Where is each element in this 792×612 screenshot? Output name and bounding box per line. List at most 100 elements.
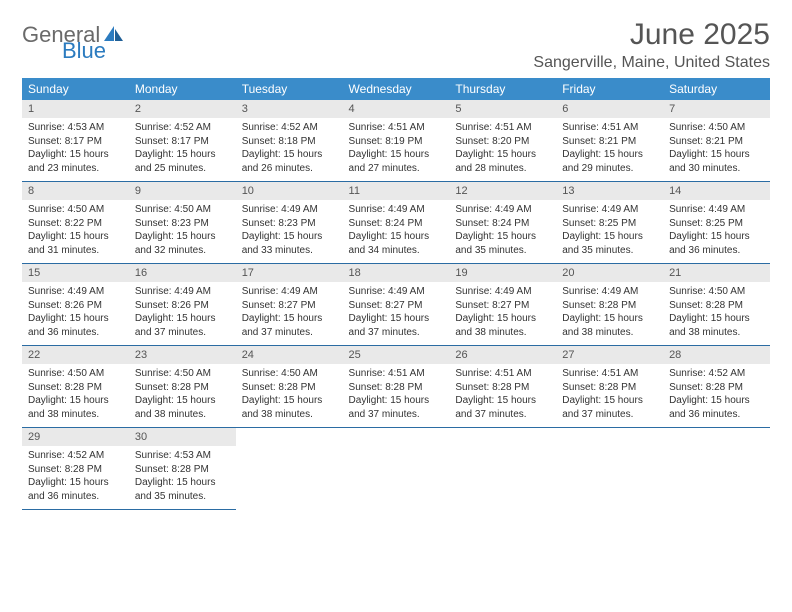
daylight-line: Daylight: 15 hours and 37 minutes. <box>349 312 444 339</box>
calendar-day-cell: 25Sunrise: 4:51 AMSunset: 8:28 PMDayligh… <box>343 346 450 428</box>
daylight-line: Daylight: 15 hours and 36 minutes. <box>669 230 764 257</box>
daylight-line: Daylight: 15 hours and 31 minutes. <box>28 230 123 257</box>
dayheader-tuesday: Tuesday <box>236 78 343 100</box>
daylight-line: Daylight: 15 hours and 37 minutes. <box>349 394 444 421</box>
sunset-line: Sunset: 8:28 PM <box>242 381 337 395</box>
daylight-line: Daylight: 15 hours and 38 minutes. <box>135 394 230 421</box>
calendar-week-row: 1Sunrise: 4:53 AMSunset: 8:17 PMDaylight… <box>22 100 770 182</box>
day-number: 21 <box>663 264 770 282</box>
sunrise-line: Sunrise: 4:49 AM <box>455 285 550 299</box>
page-header: General Blue June 2025 Sangerville, Main… <box>22 18 770 72</box>
sunset-line: Sunset: 8:27 PM <box>349 299 444 313</box>
sunrise-line: Sunrise: 4:51 AM <box>349 367 444 381</box>
day-body: Sunrise: 4:51 AMSunset: 8:28 PMDaylight:… <box>556 364 663 427</box>
day-body: Sunrise: 4:52 AMSunset: 8:18 PMDaylight:… <box>236 118 343 181</box>
sunset-line: Sunset: 8:18 PM <box>242 135 337 149</box>
day-number: 4 <box>343 100 450 118</box>
sunrise-line: Sunrise: 4:52 AM <box>242 121 337 135</box>
daylight-line: Daylight: 15 hours and 30 minutes. <box>669 148 764 175</box>
day-body: Sunrise: 4:51 AMSunset: 8:21 PMDaylight:… <box>556 118 663 181</box>
day-body: Sunrise: 4:51 AMSunset: 8:19 PMDaylight:… <box>343 118 450 181</box>
day-number: 13 <box>556 182 663 200</box>
sunset-line: Sunset: 8:23 PM <box>135 217 230 231</box>
day-body: Sunrise: 4:53 AMSunset: 8:17 PMDaylight:… <box>22 118 129 181</box>
day-number: 24 <box>236 346 343 364</box>
calendar-day-cell: 8Sunrise: 4:50 AMSunset: 8:22 PMDaylight… <box>22 182 129 264</box>
daylight-line: Daylight: 15 hours and 38 minutes. <box>562 312 657 339</box>
dayheader-friday: Friday <box>556 78 663 100</box>
day-number: 27 <box>556 346 663 364</box>
sunset-line: Sunset: 8:28 PM <box>28 381 123 395</box>
sunset-line: Sunset: 8:24 PM <box>455 217 550 231</box>
calendar-week-row: 22Sunrise: 4:50 AMSunset: 8:28 PMDayligh… <box>22 346 770 428</box>
calendar-day-cell: 7Sunrise: 4:50 AMSunset: 8:21 PMDaylight… <box>663 100 770 182</box>
sunrise-line: Sunrise: 4:50 AM <box>135 203 230 217</box>
calendar-day-cell: 27Sunrise: 4:51 AMSunset: 8:28 PMDayligh… <box>556 346 663 428</box>
daylight-line: Daylight: 15 hours and 25 minutes. <box>135 148 230 175</box>
day-number: 18 <box>343 264 450 282</box>
logo: General Blue <box>22 24 125 62</box>
sunrise-line: Sunrise: 4:50 AM <box>669 285 764 299</box>
day-number: 16 <box>129 264 236 282</box>
day-number: 14 <box>663 182 770 200</box>
day-number: 1 <box>22 100 129 118</box>
day-number: 28 <box>663 346 770 364</box>
calendar-day-cell: 5Sunrise: 4:51 AMSunset: 8:20 PMDaylight… <box>449 100 556 182</box>
day-number: 29 <box>22 428 129 446</box>
daylight-line: Daylight: 15 hours and 26 minutes. <box>242 148 337 175</box>
sunset-line: Sunset: 8:25 PM <box>562 217 657 231</box>
sunset-line: Sunset: 8:17 PM <box>28 135 123 149</box>
day-number: 17 <box>236 264 343 282</box>
day-body: Sunrise: 4:51 AMSunset: 8:28 PMDaylight:… <box>449 364 556 427</box>
sunrise-line: Sunrise: 4:49 AM <box>242 203 337 217</box>
sunrise-line: Sunrise: 4:51 AM <box>562 121 657 135</box>
day-number: 22 <box>22 346 129 364</box>
dayheader-sunday: Sunday <box>22 78 129 100</box>
logo-text-blue: Blue <box>62 40 125 62</box>
sunrise-line: Sunrise: 4:50 AM <box>135 367 230 381</box>
calendar-day-cell: 6Sunrise: 4:51 AMSunset: 8:21 PMDaylight… <box>556 100 663 182</box>
daylight-line: Daylight: 15 hours and 35 minutes. <box>455 230 550 257</box>
calendar-table: Sunday Monday Tuesday Wednesday Thursday… <box>22 78 770 510</box>
daylight-line: Daylight: 15 hours and 37 minutes. <box>135 312 230 339</box>
daylight-line: Daylight: 15 hours and 36 minutes. <box>669 394 764 421</box>
day-body: Sunrise: 4:52 AMSunset: 8:17 PMDaylight:… <box>129 118 236 181</box>
day-body: Sunrise: 4:50 AMSunset: 8:23 PMDaylight:… <box>129 200 236 263</box>
day-body: Sunrise: 4:49 AMSunset: 8:27 PMDaylight:… <box>449 282 556 345</box>
calendar-day-cell <box>449 428 556 510</box>
calendar-day-cell: 30Sunrise: 4:53 AMSunset: 8:28 PMDayligh… <box>129 428 236 510</box>
sunrise-line: Sunrise: 4:52 AM <box>135 121 230 135</box>
day-number: 5 <box>449 100 556 118</box>
day-number: 2 <box>129 100 236 118</box>
calendar-day-cell: 1Sunrise: 4:53 AMSunset: 8:17 PMDaylight… <box>22 100 129 182</box>
calendar-day-cell: 22Sunrise: 4:50 AMSunset: 8:28 PMDayligh… <box>22 346 129 428</box>
sunset-line: Sunset: 8:28 PM <box>135 463 230 477</box>
day-body: Sunrise: 4:50 AMSunset: 8:22 PMDaylight:… <box>22 200 129 263</box>
calendar-day-cell: 16Sunrise: 4:49 AMSunset: 8:26 PMDayligh… <box>129 264 236 346</box>
sunset-line: Sunset: 8:28 PM <box>135 381 230 395</box>
sunset-line: Sunset: 8:27 PM <box>242 299 337 313</box>
day-body: Sunrise: 4:50 AMSunset: 8:28 PMDaylight:… <box>663 282 770 345</box>
day-number: 20 <box>556 264 663 282</box>
daylight-line: Daylight: 15 hours and 38 minutes. <box>28 394 123 421</box>
calendar-day-cell: 9Sunrise: 4:50 AMSunset: 8:23 PMDaylight… <box>129 182 236 264</box>
daylight-line: Daylight: 15 hours and 37 minutes. <box>562 394 657 421</box>
day-number: 19 <box>449 264 556 282</box>
sunrise-line: Sunrise: 4:53 AM <box>135 449 230 463</box>
day-body: Sunrise: 4:49 AMSunset: 8:25 PMDaylight:… <box>663 200 770 263</box>
daylight-line: Daylight: 15 hours and 38 minutes. <box>669 312 764 339</box>
dayheader-wednesday: Wednesday <box>343 78 450 100</box>
day-body: Sunrise: 4:49 AMSunset: 8:28 PMDaylight:… <box>556 282 663 345</box>
calendar-day-cell: 3Sunrise: 4:52 AMSunset: 8:18 PMDaylight… <box>236 100 343 182</box>
sunset-line: Sunset: 8:27 PM <box>455 299 550 313</box>
sunset-line: Sunset: 8:28 PM <box>455 381 550 395</box>
sunrise-line: Sunrise: 4:50 AM <box>669 121 764 135</box>
calendar-day-cell: 20Sunrise: 4:49 AMSunset: 8:28 PMDayligh… <box>556 264 663 346</box>
calendar-day-cell: 4Sunrise: 4:51 AMSunset: 8:19 PMDaylight… <box>343 100 450 182</box>
sunset-line: Sunset: 8:21 PM <box>669 135 764 149</box>
daylight-line: Daylight: 15 hours and 27 minutes. <box>349 148 444 175</box>
day-body: Sunrise: 4:52 AMSunset: 8:28 PMDaylight:… <box>22 446 129 509</box>
day-number: 15 <box>22 264 129 282</box>
calendar-day-cell: 29Sunrise: 4:52 AMSunset: 8:28 PMDayligh… <box>22 428 129 510</box>
calendar-day-cell <box>663 428 770 510</box>
